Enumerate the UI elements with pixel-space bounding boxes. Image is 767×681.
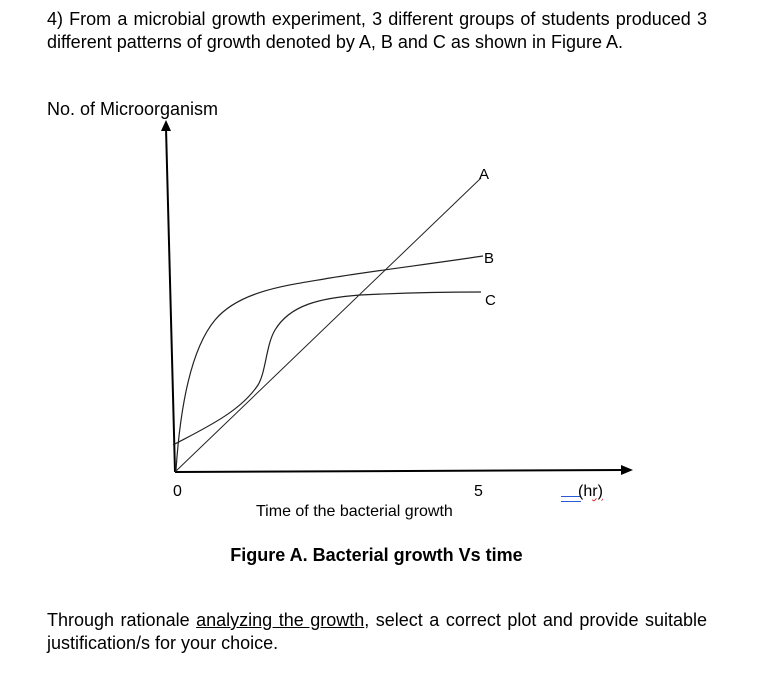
format-mark	[561, 496, 581, 502]
x-tick-5: 5	[474, 483, 483, 500]
curve-b	[175, 255, 484, 471]
question-prompt: Through rationale analyzing the growth, …	[47, 609, 707, 655]
prompt-text-after: , select a correct plot and provide suit…	[47, 610, 708, 653]
y-axis	[165, 127, 176, 473]
curve-a	[174, 177, 482, 473]
y-axis-label: No. of Microorganism	[47, 99, 219, 119]
question-intro: 4) From a microbial growth experiment, 3…	[47, 9, 707, 52]
curve-label-a: A	[479, 166, 490, 183]
prompt-underlined-text: analyzing the growth	[196, 610, 365, 630]
x-axis-arrowhead-icon	[621, 465, 633, 475]
x-axis-unit: (hr)	[578, 483, 603, 501]
x-axis-label: Time of the bacterial growth	[256, 503, 453, 520]
y-axis-arrowhead-icon	[161, 120, 171, 131]
x-axis	[174, 469, 625, 473]
spellcheck-squiggle: r)	[592, 483, 603, 500]
prompt-text-before: Through rationale	[47, 610, 197, 630]
figure-caption: Figure A. Bacterial growth Vs time	[230, 545, 523, 565]
curve-label-b: B	[484, 250, 495, 267]
curve-label-c: C	[485, 292, 496, 309]
curve-c	[172, 291, 482, 446]
unit-text-pre: (h	[578, 483, 593, 500]
x-tick-0: 0	[173, 483, 182, 500]
